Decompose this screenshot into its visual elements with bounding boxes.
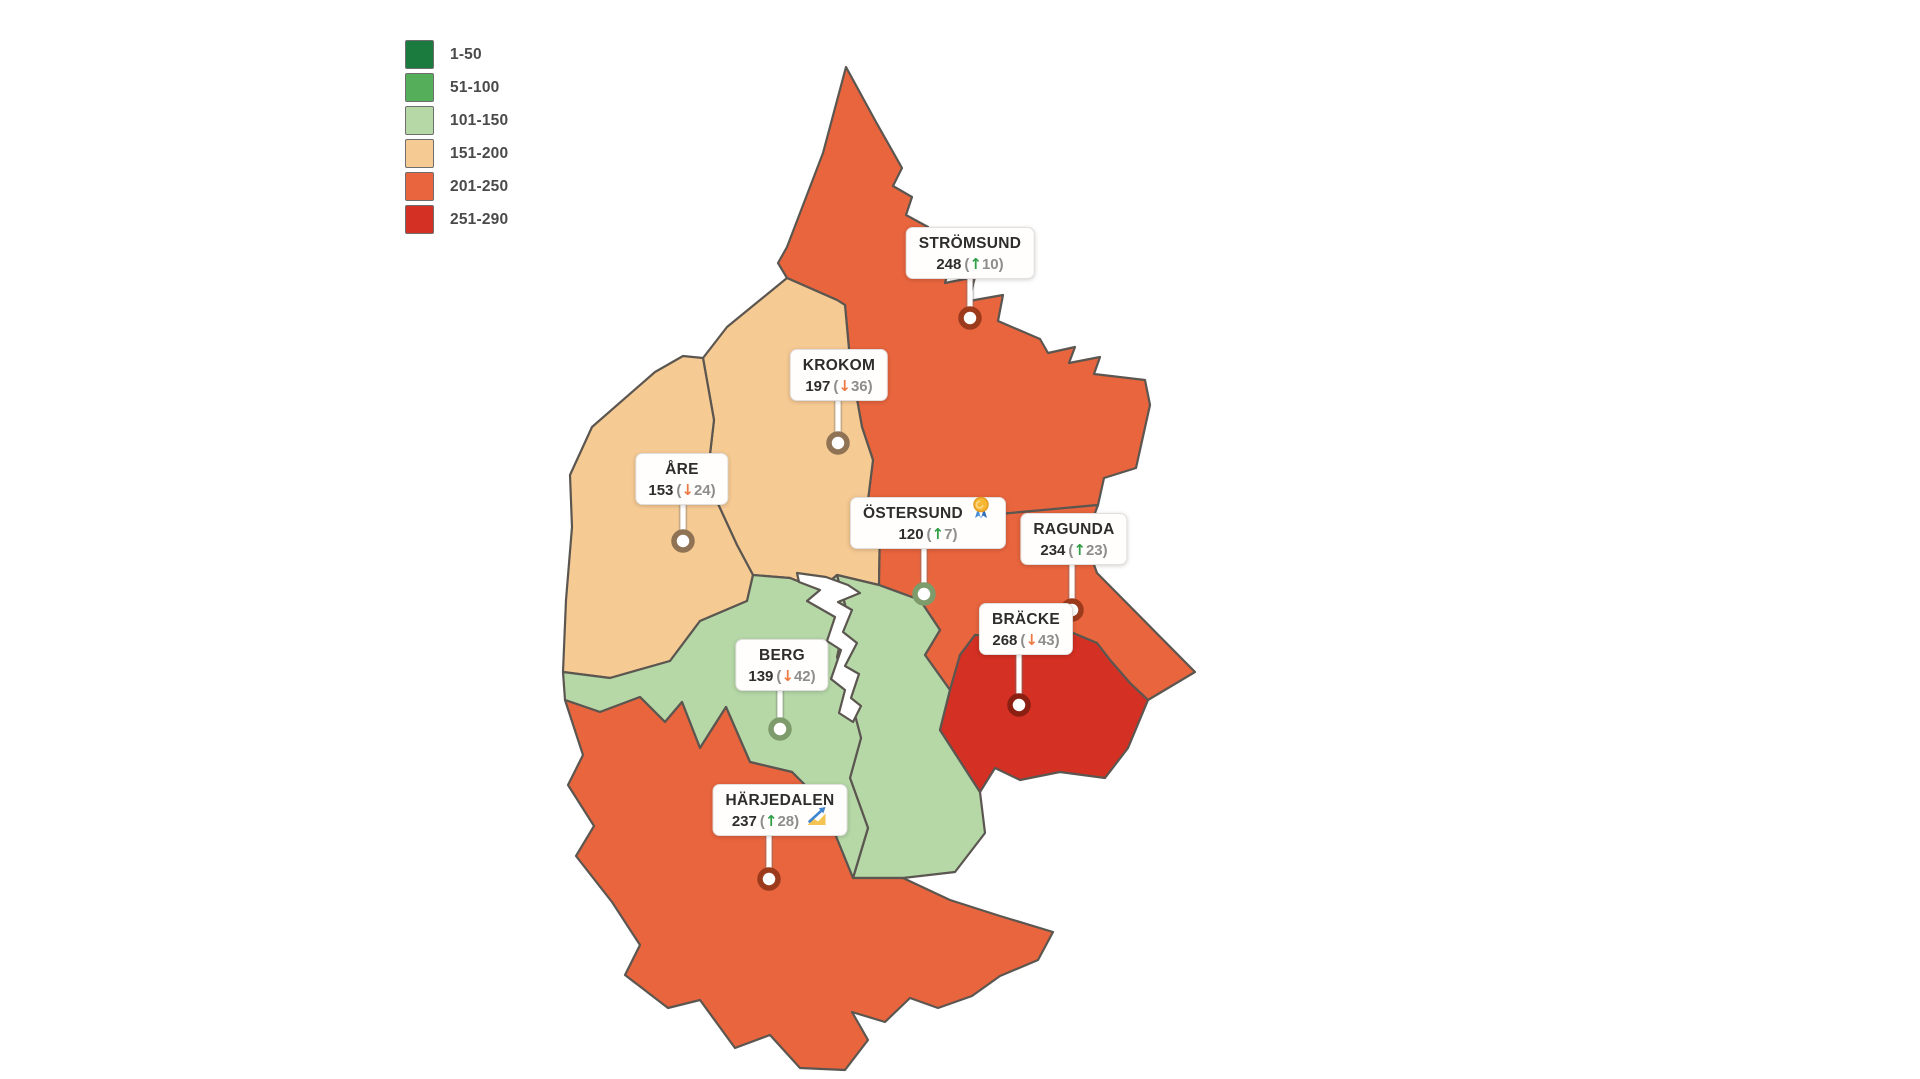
callout-krokom[interactable]: KROKOM 197 (↓36) <box>789 349 889 401</box>
pin-dot <box>826 431 850 455</box>
callout-value: 268 (↓43) <box>992 631 1060 649</box>
legend-label: 201-250 <box>450 177 509 195</box>
legend-label: 51-100 <box>450 78 500 96</box>
legend-swatch <box>405 73 434 102</box>
callout-value: 248 (↑10) <box>936 255 1004 273</box>
callout-title: KROKOM <box>802 357 876 374</box>
legend-label: 251-290 <box>450 210 509 228</box>
map-pin-krokom[interactable] <box>826 389 850 455</box>
callout-are[interactable]: ÅRE 153 (↓24) <box>635 453 729 505</box>
legend-swatch <box>405 40 434 69</box>
gold-medal-icon <box>969 496 993 520</box>
callout-value: 197 (↓36) <box>805 377 873 395</box>
callout-title: RAGUNDA <box>1033 521 1115 538</box>
legend: 1-50 51-100 101-150 151-200 201-250 251-… <box>405 40 508 238</box>
trend-up-arrow-icon: ↑ <box>969 255 982 273</box>
legend-item: 101-150 <box>405 106 508 135</box>
trend-down-arrow-icon: ↓ <box>1025 631 1038 649</box>
map-pin-stromsund[interactable] <box>958 267 982 330</box>
trend-down-arrow-icon: ↓ <box>781 667 794 685</box>
trend-down-arrow-icon: ↓ <box>681 481 694 499</box>
trend-up-arrow-icon: ↑ <box>931 525 945 543</box>
region-harjedalen[interactable] <box>563 695 1055 1072</box>
pin-dot <box>1007 693 1031 717</box>
pin-dot <box>958 306 982 330</box>
callout-harjedalen[interactable]: HÄRJEDALEN 237 (↑28) <box>712 784 848 836</box>
legend-swatch <box>405 106 434 135</box>
legend-swatch <box>405 205 434 234</box>
chart-increasing-icon <box>804 804 828 828</box>
callout-stromsund[interactable]: STRÖMSUND 248 (↑10) <box>905 227 1035 279</box>
callout-ragunda[interactable]: RAGUNDA 234 (↑23) <box>1020 513 1128 565</box>
pin-dot <box>757 867 781 891</box>
callout-title: HÄRJEDALEN <box>725 792 835 809</box>
legend-label: 1-50 <box>450 45 482 63</box>
legend-label: 101-150 <box>450 111 509 129</box>
callout-value: 120 (↑7) <box>898 525 958 543</box>
callout-berg[interactable]: BERG 139 (↓42) <box>735 639 829 691</box>
lake-storsjon <box>795 571 863 724</box>
callout-title: STRÖMSUND <box>918 235 1022 252</box>
pin-dot <box>671 529 695 553</box>
map-pin-bracke[interactable] <box>1007 645 1031 717</box>
callout-value: 139 (↓42) <box>748 667 816 685</box>
trend-down-arrow-icon: ↓ <box>838 377 851 395</box>
legend-label: 151-200 <box>450 144 509 162</box>
callout-bracke[interactable]: BRÄCKE 268 (↓43) <box>978 603 1074 655</box>
map-pin-harjedalen[interactable] <box>757 825 781 891</box>
map-pin-berg[interactable] <box>768 679 792 741</box>
trend-up-arrow-icon: ↑ <box>1073 541 1086 559</box>
map-pin-ostersund[interactable] <box>912 541 936 606</box>
legend-swatch <box>405 139 434 168</box>
callout-title: BRÄCKE <box>991 611 1061 628</box>
legend-swatch <box>405 172 434 201</box>
legend-item: 51-100 <box>405 73 508 102</box>
trend-up-arrow-icon: ↑ <box>764 812 778 830</box>
callout-ostersund[interactable]: ÖSTERSUND 120 (↑7) <box>849 496 1007 549</box>
legend-item: 151-200 <box>405 139 508 168</box>
legend-item: 201-250 <box>405 172 508 201</box>
legend-item: 251-290 <box>405 205 508 234</box>
callout-value: 153 (↓24) <box>648 481 716 499</box>
legend-item: 1-50 <box>405 40 508 69</box>
callout-title: ÅRE <box>665 461 699 478</box>
callout-title: ÖSTERSUND <box>863 496 993 523</box>
pin-dot <box>912 582 936 606</box>
callout-value: 237 (↑28) <box>726 807 835 830</box>
pin-dot <box>768 717 792 741</box>
callout-value: 234 (↑23) <box>1040 541 1108 559</box>
callout-title: BERG <box>759 647 805 664</box>
